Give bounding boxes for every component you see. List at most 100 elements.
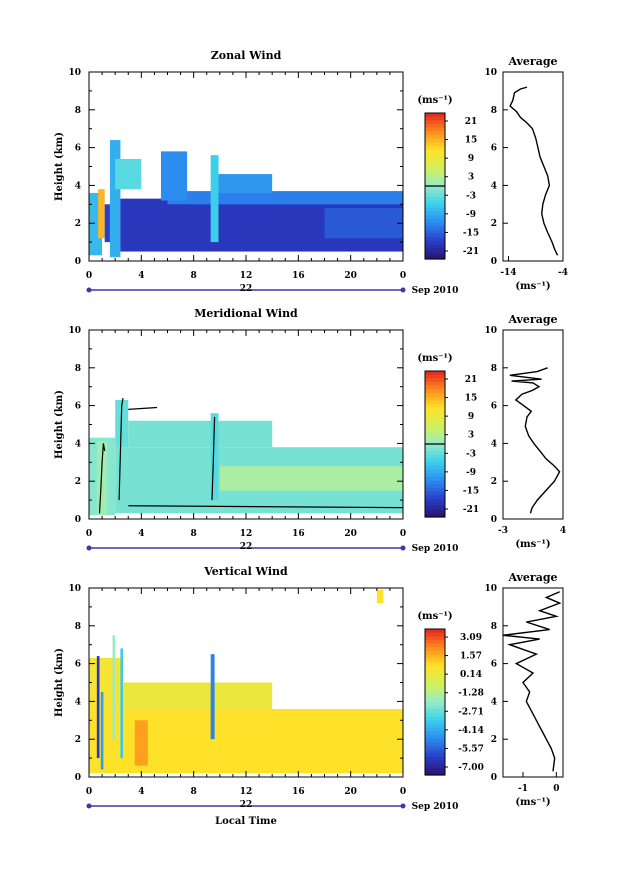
colorbar-label: 9 [468, 154, 474, 164]
colorbar-segment [425, 153, 445, 158]
colorbar-segment [425, 745, 445, 751]
colorbar-segment [425, 131, 445, 136]
colorbar-unit: (ms⁻¹) [417, 95, 452, 106]
profile-x-tick-label: -1 [518, 784, 528, 794]
colorbar-segment [425, 694, 445, 699]
profile-title: Average [507, 55, 557, 68]
y-tick-label: 8 [75, 364, 81, 374]
y-tick-label: 2 [75, 735, 81, 745]
colorbar-unit: (ms⁻¹) [417, 353, 452, 364]
date-axis-end [86, 545, 92, 551]
profile-y-tick-label: 4 [491, 181, 497, 191]
heatmap-cell [120, 648, 124, 759]
x-tick-label: 8 [191, 529, 197, 539]
colorbar-segment [425, 462, 445, 467]
colorbar-segment [425, 403, 445, 409]
colorbar-segment [425, 211, 445, 216]
colorbar-label: -4.14 [458, 726, 484, 736]
profile-line [502, 591, 562, 772]
date-axis-end [400, 803, 406, 809]
profile-y-tick-label: 10 [484, 68, 497, 78]
colorbar-unit: (ms⁻¹) [417, 611, 452, 622]
y-tick-label: 4 [75, 439, 81, 449]
colorbar-segment [425, 683, 445, 688]
colorbar-segment [425, 476, 445, 482]
colorbar-segment [425, 145, 445, 151]
colorbar-segment [425, 204, 445, 209]
date-day-label: 22 [240, 542, 253, 552]
profile-y-tick-label: 6 [491, 660, 497, 670]
colorbar-segment [425, 160, 445, 165]
colorbar-segment [425, 167, 445, 172]
colorbar-segment [425, 378, 445, 383]
colorbar-segment [425, 193, 445, 198]
colorbar-segment [425, 222, 445, 227]
y-tick-label: 4 [75, 181, 81, 191]
colorbar-segment [425, 658, 445, 663]
x-tick-label: 4 [138, 787, 144, 797]
colorbar-segment [425, 654, 445, 659]
y-tick-label: 2 [75, 219, 81, 229]
x-tick-label: 16 [292, 271, 305, 281]
profile-frame [502, 587, 564, 778]
contour-line [118, 397, 124, 501]
colorbar-segment [425, 226, 445, 231]
date-day-label: 22 [240, 284, 253, 294]
profile-y-tick-label: 2 [491, 735, 497, 745]
x-tick-label: 4 [138, 271, 144, 281]
colorbar-segment [425, 218, 445, 224]
profile-x-tick-label: -14 [500, 268, 516, 278]
contour-line [98, 443, 106, 514]
colorbar-segment [425, 661, 445, 667]
x-tick-label: 12 [240, 787, 253, 797]
profile-line [509, 367, 561, 514]
x-tick-label: 0 [86, 529, 92, 539]
profile-line [509, 86, 559, 256]
colorbar-segment [425, 506, 445, 511]
colorbar-segment [425, 400, 445, 405]
colorbar-segment [425, 771, 445, 776]
contour-line [211, 416, 216, 501]
colorbar-segment [425, 389, 445, 394]
heatmap-cell [376, 589, 384, 604]
colorbar-segment [425, 240, 445, 245]
x-tick-label: 0 [86, 271, 92, 281]
colorbar-segment [425, 371, 445, 376]
y-tick-label: 2 [75, 477, 81, 487]
profile-y-tick-label: 2 [491, 219, 497, 229]
heatmap-cell [167, 191, 403, 205]
panel-title: Meridional Wind [194, 307, 298, 320]
profile-y-tick-label: 0 [491, 773, 497, 783]
profile-y-tick-label: 4 [491, 439, 497, 449]
colorbar-segment [425, 458, 445, 463]
colorbar-label: 3.09 [460, 633, 482, 643]
profile-y-tick-label: 10 [484, 326, 497, 336]
heatmap-cell [112, 635, 116, 740]
colorbar-segment [425, 207, 445, 213]
heatmap-cell [160, 151, 188, 201]
colorbar-segment [425, 723, 445, 729]
y-tick-label: 0 [75, 257, 81, 267]
colorbar-label: -1.28 [458, 689, 484, 699]
colorbar-label: 1.57 [460, 652, 482, 662]
date-label: Sep 2010 [412, 544, 459, 554]
colorbar-frame [424, 628, 446, 776]
colorbar-label: -5.57 [458, 744, 484, 754]
profile-x-label: (ms⁻¹) [515, 539, 550, 550]
colorbar-segment [425, 116, 445, 121]
colorbar-segment [425, 749, 445, 754]
colorbar-segment [425, 186, 445, 191]
colorbar-segment [425, 698, 445, 703]
colorbar-segment [425, 189, 445, 194]
contour-line [128, 406, 158, 410]
colorbar-segment [425, 764, 445, 769]
date-label: Sep 2010 [412, 286, 459, 296]
colorbar-segment [425, 229, 445, 235]
colorbar-segment [425, 200, 445, 205]
colorbar-segment [425, 411, 445, 416]
colorbar-segment [425, 436, 445, 441]
colorbar-segment [425, 196, 445, 202]
heatmap-cell [324, 208, 403, 239]
profile-y-tick-label: 8 [491, 622, 497, 632]
colorbar-label: 3 [468, 173, 474, 183]
